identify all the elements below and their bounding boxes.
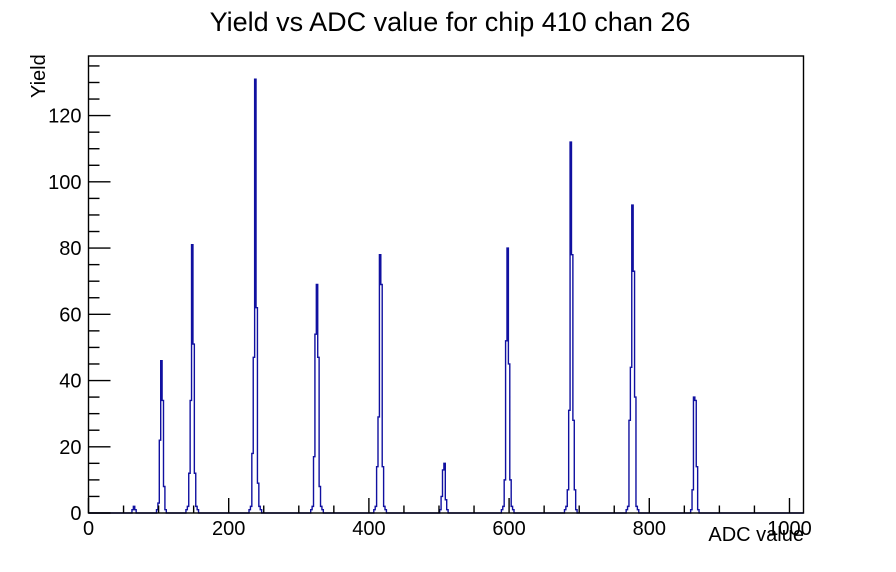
tick-label: 80: [59, 238, 81, 260]
tick-label: 400: [352, 518, 385, 540]
tick-label: 1000: [767, 518, 812, 540]
x-axis-tick-labels: 0 200 400 600 800 1000: [83, 518, 812, 540]
tick-label: 120: [48, 106, 81, 128]
tick-label: 200: [212, 518, 245, 540]
tick-label: 60: [59, 304, 81, 326]
y-axis-tick-labels: 0 20 40 60 80 100 120: [48, 106, 81, 525]
x-axis-ticks: [87, 498, 791, 513]
tick-label: 0: [83, 518, 94, 540]
histogram-line: [88, 78, 804, 514]
tick-label: 800: [633, 518, 666, 540]
y-axis-ticks: [88, 65, 111, 514]
tick-label: 100: [48, 172, 81, 194]
y-axis-title: Yield: [28, 54, 50, 98]
x-axis-title: ADC value: [708, 524, 804, 546]
chart-title: Yield vs ADC value for chip 410 chan 26: [210, 7, 691, 37]
tick-label: 40: [59, 371, 81, 393]
tick-label: 20: [59, 437, 81, 459]
tick-label: 0: [70, 503, 81, 525]
tick-label: 600: [492, 518, 525, 540]
plot-frame: [87, 55, 805, 514]
